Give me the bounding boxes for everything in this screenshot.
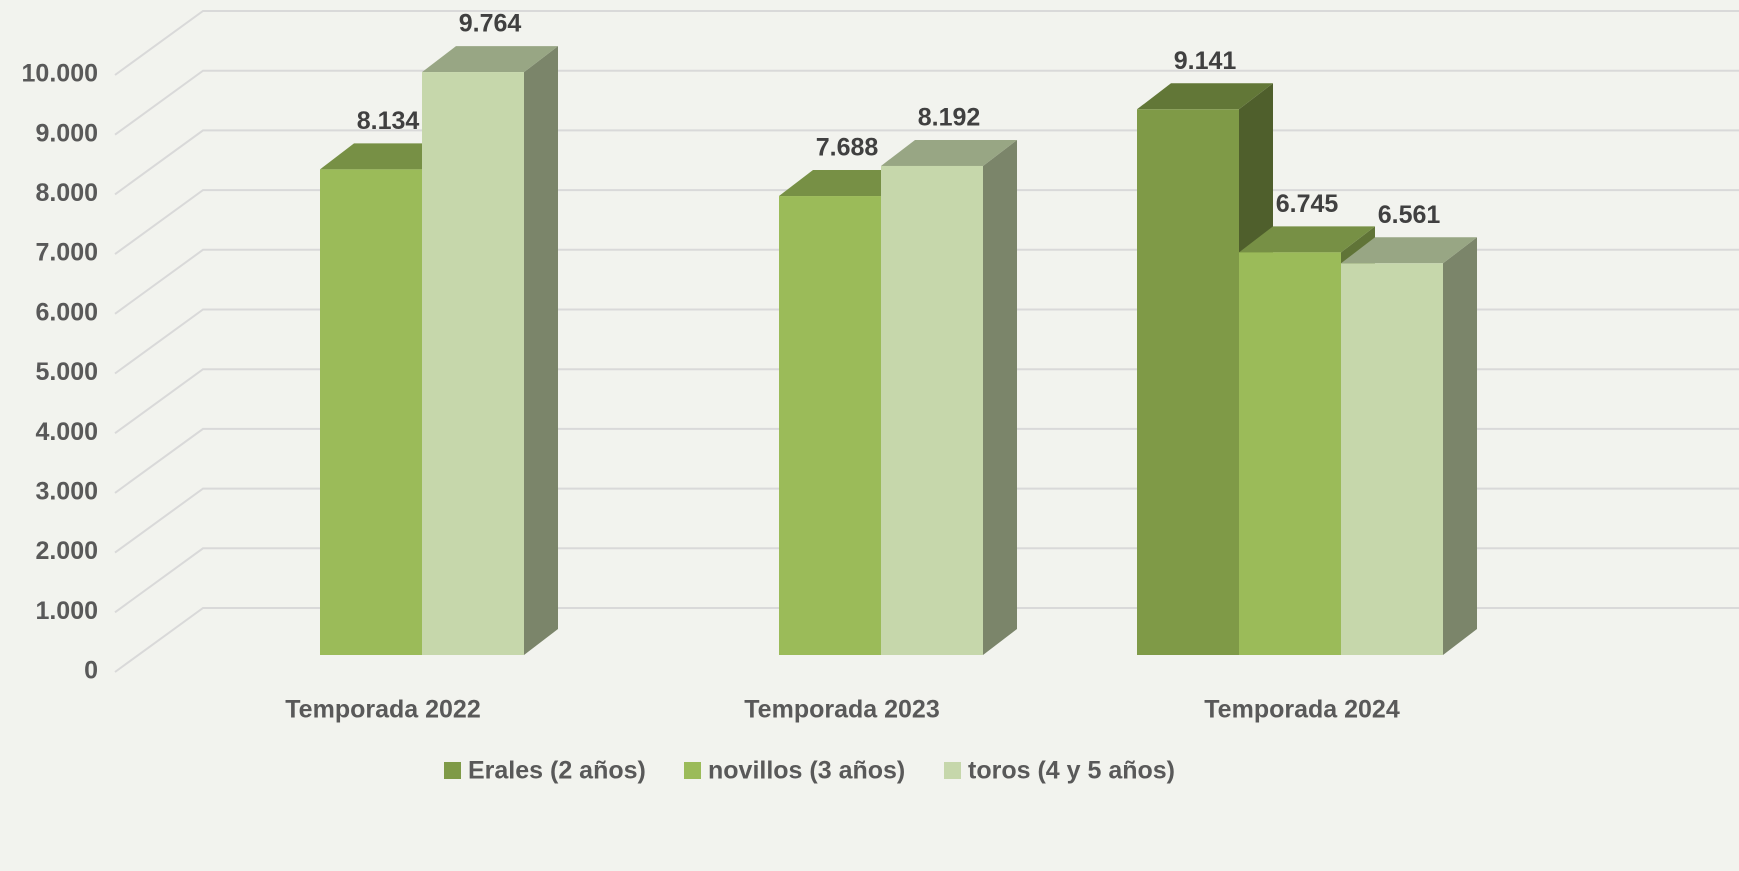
- y-tick-label: 10.000: [22, 60, 98, 88]
- data-label: 6.561: [1378, 201, 1441, 229]
- y-tick-label: 8.000: [35, 179, 98, 207]
- y-tick-label: 7.000: [35, 239, 98, 267]
- data-label: 7.688: [816, 134, 879, 162]
- bar-side: [1443, 237, 1477, 656]
- y-tick-label: 0: [84, 657, 98, 685]
- data-label: 9.764: [459, 10, 522, 38]
- x-tick-label: Temporada 2024: [1204, 696, 1400, 724]
- data-label: 8.192: [918, 104, 981, 132]
- legend-swatch: [444, 762, 461, 779]
- legend-label: novillos (3 años): [708, 757, 905, 785]
- x-tick-label: Temporada 2022: [285, 696, 480, 724]
- bar: [779, 196, 881, 655]
- bar: [1239, 252, 1341, 656]
- bar-top: [1341, 237, 1477, 264]
- data-label: 8.134: [357, 107, 420, 135]
- y-tick-label: 3.000: [35, 478, 98, 506]
- bar: [422, 72, 524, 655]
- legend-swatch: [684, 762, 701, 779]
- y-tick-label: 1.000: [35, 597, 98, 625]
- y-tick-label: 2.000: [35, 537, 98, 565]
- bar-side: [524, 46, 558, 656]
- legend-label: toros (4 y 5 años): [968, 757, 1175, 785]
- x-tick-label: Temporada 2023: [744, 696, 939, 724]
- bar-top: [1137, 83, 1273, 110]
- legend-label: Erales (2 años): [468, 757, 646, 785]
- grid-line: [114, 10, 1739, 76]
- bar: [881, 165, 983, 655]
- bar: [320, 169, 422, 655]
- bar-top: [881, 139, 1017, 166]
- grid-line: [114, 69, 1739, 136]
- bar-top: [422, 46, 558, 73]
- bar: [1137, 109, 1239, 656]
- data-label: 9.141: [1174, 47, 1237, 75]
- y-tick-label: 9.000: [35, 119, 98, 147]
- data-label: 6.745: [1276, 190, 1339, 218]
- y-tick-label: 6.000: [35, 298, 98, 326]
- bar-side: [983, 139, 1017, 655]
- y-tick-label: 5.000: [35, 358, 98, 386]
- bar-top: [1239, 226, 1375, 253]
- legend-swatch: [944, 762, 961, 779]
- y-tick-label: 4.000: [35, 418, 98, 446]
- bar: [1341, 263, 1443, 655]
